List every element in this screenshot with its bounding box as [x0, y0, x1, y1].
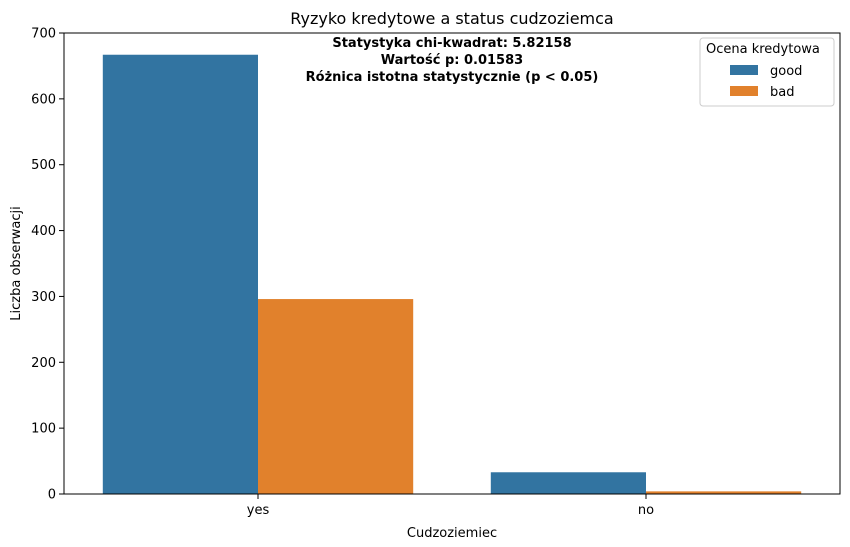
- legend-items: good bad: [730, 64, 802, 100]
- bar-good-yes: [102, 54, 258, 495]
- x-tick-label: no: [638, 503, 654, 518]
- legend-label-good: good: [770, 64, 802, 79]
- x-tick-label: yes: [247, 503, 270, 518]
- legend: Ocena kredytowa good bad: [699, 37, 835, 107]
- y-tick-label: 700: [31, 27, 56, 42]
- y-axis: 0 100 200 300 400 500 600 700: [31, 27, 64, 503]
- y-tick-label: 200: [31, 356, 56, 371]
- legend-label-bad: bad: [770, 85, 794, 100]
- legend-swatch-good: [730, 65, 758, 75]
- annotation-chi-square: Statystyka chi-kwadrat: 5.82158: [332, 36, 571, 51]
- annotation-significance: Różnica istotna statystycznie (p < 0.05): [306, 70, 599, 85]
- y-tick-label: 100: [31, 422, 56, 437]
- y-tick-label: 500: [31, 158, 56, 173]
- annotation-p-value: Wartość p: 0.01583: [381, 53, 523, 68]
- y-tick-label: 300: [31, 290, 56, 305]
- legend-title: Ocena kredytowa: [706, 42, 820, 57]
- y-tick-label: 0: [48, 488, 56, 503]
- bar-bad-yes: [258, 299, 414, 494]
- chart-title: Ryzyko kredytowe a status cudzoziemca: [290, 9, 613, 28]
- y-axis-title: Liczba obserwacji: [9, 206, 24, 320]
- y-tick-label: 400: [31, 224, 56, 239]
- bars-layer: [102, 54, 802, 495]
- x-axis-title: Cudzoziemiec: [407, 526, 497, 541]
- stat-annotations: Statystyka chi-kwadrat: 5.82158 Wartość …: [306, 36, 599, 85]
- plot-frame: [63, 32, 841, 495]
- legend-swatch-bad: [730, 86, 758, 96]
- x-axis: yes no: [247, 494, 654, 518]
- y-tick-label: 600: [31, 92, 56, 107]
- bar-good-no: [490, 472, 646, 494]
- bar-bad-no: [646, 491, 802, 494]
